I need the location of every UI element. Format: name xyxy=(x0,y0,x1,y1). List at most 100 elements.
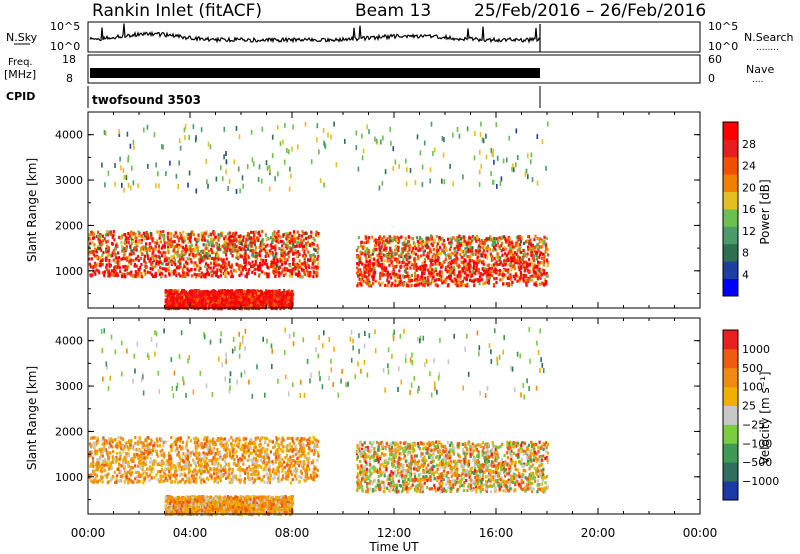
data-cell xyxy=(227,290,230,294)
data-cell xyxy=(299,244,303,248)
data-cell xyxy=(172,245,175,249)
data-cell xyxy=(297,270,301,274)
data-cell xyxy=(106,253,109,257)
data-cell xyxy=(219,303,222,307)
data-cell xyxy=(190,274,194,278)
data-cell xyxy=(208,292,211,296)
data-cell xyxy=(164,251,167,255)
data-cell xyxy=(449,256,452,260)
data-cell xyxy=(500,244,503,248)
data-cell xyxy=(97,234,100,238)
data-cell xyxy=(374,270,377,275)
data-cell xyxy=(318,149,320,155)
data-cell xyxy=(495,276,498,281)
data-cell xyxy=(476,278,479,282)
data-cell xyxy=(261,302,264,306)
data-cell xyxy=(140,241,143,245)
data-cell xyxy=(197,233,200,237)
nave-dots: .... xyxy=(752,75,763,85)
data-cell xyxy=(285,243,288,248)
data-cell xyxy=(200,231,203,235)
data-cell xyxy=(166,297,169,301)
data-cell xyxy=(384,283,387,287)
data-cell xyxy=(150,257,153,261)
data-cell xyxy=(472,267,475,271)
data-cell xyxy=(176,300,179,304)
data-cell xyxy=(535,257,538,261)
data-cell xyxy=(398,269,401,273)
data-cell xyxy=(119,270,122,274)
data-cell xyxy=(360,277,363,282)
data-cell xyxy=(529,275,532,279)
data-cell xyxy=(96,256,99,260)
data-cell xyxy=(146,270,149,274)
data-cell xyxy=(241,268,244,272)
data-cell xyxy=(449,237,452,241)
data-cell xyxy=(147,257,150,261)
data-cell xyxy=(512,163,514,169)
data-cell xyxy=(123,187,125,193)
data-cell xyxy=(436,248,439,253)
data-cell xyxy=(514,241,518,245)
data-cell xyxy=(455,261,458,265)
data-cell xyxy=(207,290,210,294)
data-cell xyxy=(209,144,212,150)
data-cell xyxy=(470,252,473,256)
data-cell xyxy=(272,246,275,250)
data-cell xyxy=(211,303,214,307)
data-cell xyxy=(394,248,397,252)
data-cell xyxy=(229,272,232,276)
data-cell xyxy=(272,270,275,274)
data-cell xyxy=(257,238,260,242)
data-cell xyxy=(269,301,273,305)
data-cell xyxy=(283,261,286,265)
data-cell xyxy=(412,247,415,251)
data-cell xyxy=(245,299,248,303)
data-cell xyxy=(207,234,210,238)
data-cell xyxy=(373,239,376,243)
data-cell xyxy=(177,289,180,293)
data-cell xyxy=(151,255,154,259)
data-cell xyxy=(132,180,135,186)
data-cell xyxy=(259,258,263,262)
data-cell xyxy=(451,280,454,284)
data-cell xyxy=(304,236,308,241)
data-cell xyxy=(531,257,535,261)
data-cell xyxy=(468,256,471,260)
data-cell xyxy=(111,253,114,257)
data-cell xyxy=(253,296,256,300)
data-cell xyxy=(258,246,261,250)
data-cell xyxy=(186,257,189,261)
data-cell xyxy=(248,304,251,308)
data-cell xyxy=(234,269,238,273)
data-cell xyxy=(440,265,443,269)
data-cell xyxy=(161,262,164,266)
data-cell xyxy=(438,236,441,240)
data-cell xyxy=(239,264,242,268)
data-cell xyxy=(165,256,168,260)
data-cell xyxy=(225,246,228,250)
data-cell xyxy=(209,237,212,241)
data-cell xyxy=(472,261,475,265)
data-cell xyxy=(113,238,116,242)
data-cell xyxy=(169,238,172,242)
data-cell xyxy=(176,235,179,239)
data-cell xyxy=(429,178,431,184)
data-cell xyxy=(480,163,482,169)
data-cell xyxy=(275,303,278,307)
data-cell xyxy=(267,237,270,241)
data-cell xyxy=(221,259,224,263)
data-cell xyxy=(432,279,435,283)
data-cell xyxy=(216,307,219,311)
data-cell xyxy=(359,244,362,248)
data-cell xyxy=(282,268,285,272)
data-cell xyxy=(282,298,285,302)
data-cell xyxy=(179,264,182,268)
data-cell xyxy=(456,284,459,288)
data-cell xyxy=(524,260,527,264)
data-cell xyxy=(105,265,108,269)
data-cell xyxy=(355,248,359,252)
data-cell xyxy=(438,240,441,244)
data-cell xyxy=(496,263,499,267)
data-cell xyxy=(231,254,234,258)
